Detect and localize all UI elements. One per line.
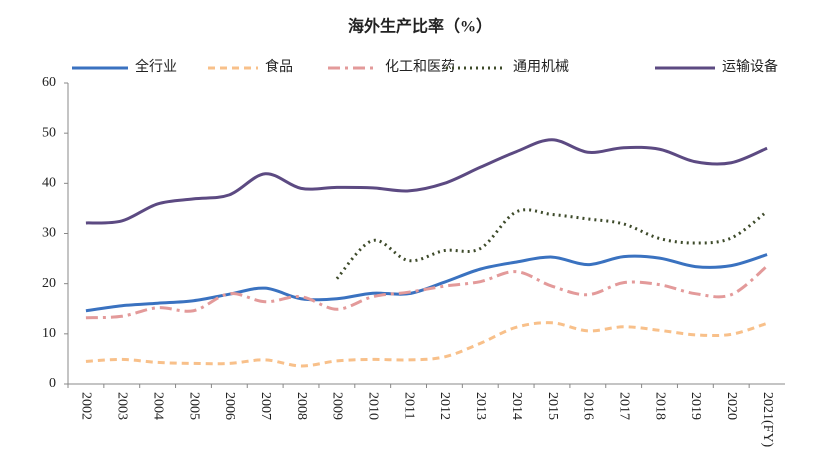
legend-label: 通用机械 — [513, 59, 569, 75]
y-tick-label: 20 — [42, 276, 56, 291]
x-tick-label: 2018 — [652, 392, 667, 420]
x-tick-label: 2002 — [79, 392, 94, 420]
x-tick-label: 2005 — [186, 392, 201, 420]
x-tick-label: 2007 — [258, 392, 273, 420]
legend-label: 运输设备 — [722, 58, 778, 75]
x-tick-label: 2006 — [222, 392, 237, 420]
x-tick-label: 2010 — [366, 392, 381, 420]
y-tick-label: 60 — [42, 75, 56, 90]
x-tick-label: 2009 — [330, 392, 345, 420]
x-tick-label: 2020 — [724, 392, 739, 420]
chart-title: 海外生产比率（%） — [348, 17, 492, 36]
x-tick-label: 2012 — [437, 392, 452, 420]
legend-label: 食品 — [265, 58, 293, 75]
x-tick-label: 2014 — [509, 392, 524, 420]
legend-label: 全行业 — [135, 58, 177, 75]
x-tick-label: 2011 — [401, 392, 416, 419]
series-line — [85, 264, 769, 320]
x-tick-label: 2021(FY) — [760, 392, 775, 448]
y-tick-label: 50 — [42, 125, 56, 140]
legend-label: 化工和医药 — [385, 59, 455, 75]
x-tick-label: 2004 — [150, 392, 165, 420]
series-line — [85, 138, 768, 225]
x-tick-label: 2008 — [294, 392, 309, 420]
x-tick-label: 2015 — [545, 392, 560, 420]
x-tick-label: 2017 — [616, 392, 631, 420]
x-tick-label: 2019 — [688, 392, 703, 420]
y-tick-label: 30 — [42, 226, 56, 241]
x-tick-label: 2016 — [581, 392, 596, 420]
x-tick-label: 2013 — [473, 392, 488, 420]
y-tick-label: 10 — [42, 326, 56, 341]
y-tick-label: 40 — [42, 176, 56, 191]
x-tick-label: 2003 — [115, 392, 130, 420]
series-line — [85, 321, 768, 368]
series-line — [85, 253, 768, 313]
y-tick-label: 0 — [49, 376, 56, 391]
